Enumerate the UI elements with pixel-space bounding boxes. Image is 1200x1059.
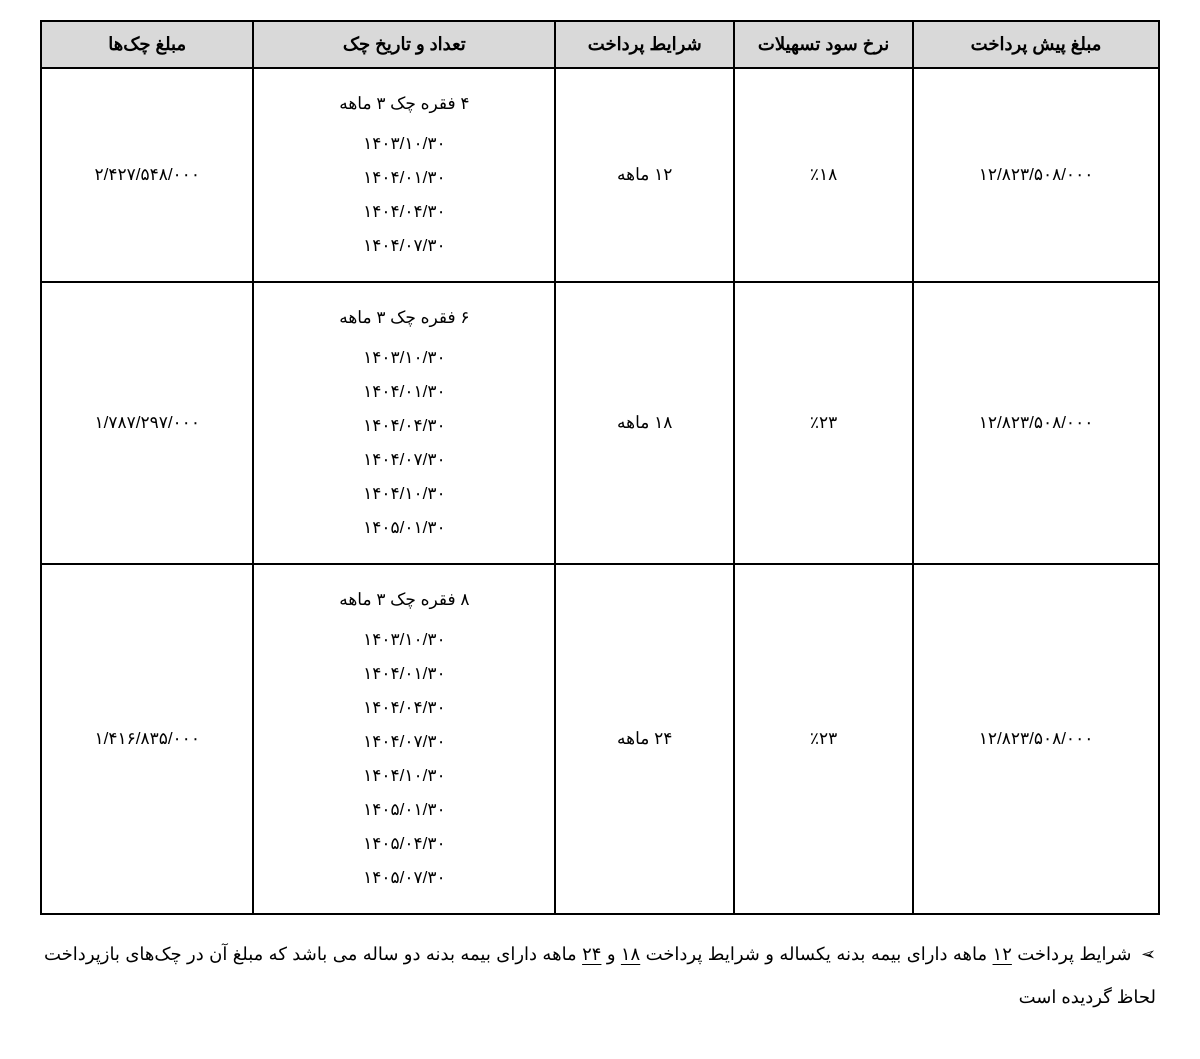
check-date: ۱۴۰۴/۰۴/۳۰ — [260, 691, 548, 725]
col-check-amt: مبلغ چک‌ها — [41, 21, 253, 68]
check-date: ۱۴۰۵/۰۱/۳۰ — [260, 793, 548, 827]
check-date: ۱۴۰۴/۱۰/۳۰ — [260, 759, 548, 793]
table-row: ۱۲/۸۲۳/۵۰۸/۰۰۰ ٪۲۳ ۱۸ ماهه ۶ فقره چک ۳ م… — [41, 282, 1159, 564]
check-date: ۱۴۰۳/۱۰/۳۰ — [260, 341, 548, 375]
cell-prepay: ۱۲/۸۲۳/۵۰۸/۰۰۰ — [913, 282, 1159, 564]
footnote-text: و — [601, 944, 620, 964]
check-date: ۱۴۰۴/۰۷/۳۰ — [260, 443, 548, 477]
table-header-row: مبلغ پیش پرداخت نرخ سود تسهیلات شرایط پر… — [41, 21, 1159, 68]
footnote-underline: ۱۲ — [993, 944, 1012, 964]
document-page: مبلغ پیش پرداخت نرخ سود تسهیلات شرایط پر… — [0, 0, 1200, 1059]
check-date: ۱۴۰۴/۰۷/۳۰ — [260, 725, 548, 759]
footnote-underline: ۲۴ — [582, 944, 601, 964]
check-date: ۱۴۰۴/۰۴/۳۰ — [260, 409, 548, 443]
col-rate: نرخ سود تسهیلات — [734, 21, 913, 68]
cell-terms: ۱۸ ماهه — [555, 282, 734, 564]
col-checks: تعداد و تاریخ چک — [253, 21, 555, 68]
check-date: ۱۴۰۴/۰۱/۳۰ — [260, 161, 548, 195]
check-date: ۱۴۰۳/۱۰/۳۰ — [260, 127, 548, 161]
cell-check-amt: ۲/۴۲۷/۵۴۸/۰۰۰ — [41, 68, 253, 282]
check-date: ۱۴۰۴/۱۰/۳۰ — [260, 477, 548, 511]
cell-prepay: ۱۲/۸۲۳/۵۰۸/۰۰۰ — [913, 564, 1159, 914]
footnote: ➢ شرایط پرداخت ۱۲ ماهه دارای بیمه بدنه ی… — [40, 933, 1160, 1019]
check-date: ۱۴۰۴/۰۴/۳۰ — [260, 195, 548, 229]
cell-rate: ٪۱۸ — [734, 68, 913, 282]
check-date: ۱۴۰۴/۰۱/۳۰ — [260, 657, 548, 691]
cell-rate: ٪۲۳ — [734, 282, 913, 564]
check-date: ۱۴۰۴/۰۷/۳۰ — [260, 229, 548, 263]
table-row: ۱۲/۸۲۳/۵۰۸/۰۰۰ ٪۲۳ ۲۴ ماهه ۸ فقره چک ۳ م… — [41, 564, 1159, 914]
check-date: ۱۴۰۵/۰۴/۳۰ — [260, 827, 548, 861]
bullet-icon: ➢ — [1141, 933, 1156, 976]
checks-title: ۶ فقره چک ۳ ماهه — [260, 301, 548, 335]
checks-title: ۴ فقره چک ۳ ماهه — [260, 87, 548, 121]
footnote-text: ماهه دارای بیمه بدنه یکساله و شرایط پردا… — [640, 944, 992, 964]
cell-terms: ۱۲ ماهه — [555, 68, 734, 282]
cell-prepay: ۱۲/۸۲۳/۵۰۸/۰۰۰ — [913, 68, 1159, 282]
table-row: ۱۲/۸۲۳/۵۰۸/۰۰۰ ٪۱۸ ۱۲ ماهه ۴ فقره چک ۳ م… — [41, 68, 1159, 282]
check-date: ۱۴۰۳/۱۰/۳۰ — [260, 623, 548, 657]
check-date: ۱۴۰۵/۰۷/۳۰ — [260, 861, 548, 895]
check-date: ۱۴۰۴/۰۱/۳۰ — [260, 375, 548, 409]
check-date: ۱۴۰۵/۰۱/۳۰ — [260, 511, 548, 545]
checks-title: ۸ فقره چک ۳ ماهه — [260, 583, 548, 617]
footnote-text: شرایط پرداخت — [1012, 944, 1132, 964]
cell-terms: ۲۴ ماهه — [555, 564, 734, 914]
cell-checks: ۴ فقره چک ۳ ماهه ۱۴۰۳/۱۰/۳۰ ۱۴۰۴/۰۱/۳۰ ۱… — [253, 68, 555, 282]
cell-check-amt: ۱/۴۱۶/۸۳۵/۰۰۰ — [41, 564, 253, 914]
col-prepay: مبلغ پیش پرداخت — [913, 21, 1159, 68]
cell-checks: ۶ فقره چک ۳ ماهه ۱۴۰۳/۱۰/۳۰ ۱۴۰۴/۰۱/۳۰ ۱… — [253, 282, 555, 564]
payment-terms-table: مبلغ پیش پرداخت نرخ سود تسهیلات شرایط پر… — [40, 20, 1160, 915]
footnote-underline: ۱۸ — [621, 944, 640, 964]
col-terms: شرایط پرداخت — [555, 21, 734, 68]
cell-check-amt: ۱/۷۸۷/۲۹۷/۰۰۰ — [41, 282, 253, 564]
cell-rate: ٪۲۳ — [734, 564, 913, 914]
cell-checks: ۸ فقره چک ۳ ماهه ۱۴۰۳/۱۰/۳۰ ۱۴۰۴/۰۱/۳۰ ۱… — [253, 564, 555, 914]
